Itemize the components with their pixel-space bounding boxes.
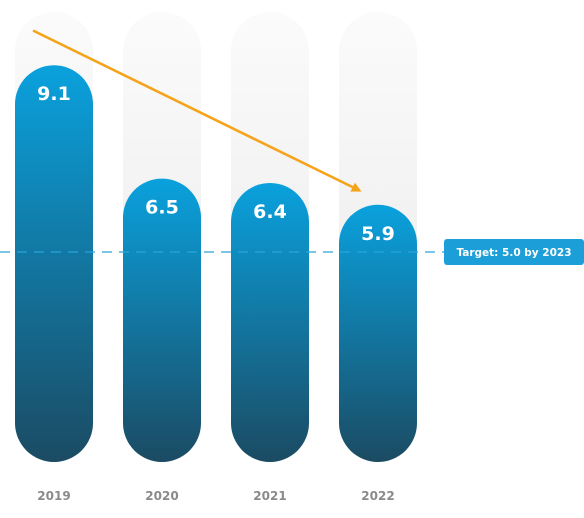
bar-2022 xyxy=(339,204,417,462)
value-labels: 9.1 6.5 6.4 5.9 xyxy=(37,83,395,245)
bar-2021 xyxy=(231,182,309,462)
bar-2020 xyxy=(123,178,201,462)
bar-2019 xyxy=(15,65,93,463)
bars xyxy=(15,65,417,463)
target-line-group: Target: 5.0 by 2023 xyxy=(0,239,584,265)
value-label-2019: 9.1 xyxy=(37,83,71,105)
value-label-2022: 5.9 xyxy=(361,223,395,245)
trend-arrow xyxy=(32,29,362,192)
x-axis-labels: 2019 2020 2021 2022 xyxy=(37,489,394,503)
trend-arrow-group xyxy=(32,29,362,192)
target-badge xyxy=(444,239,584,265)
x-tick-label-2020: 2020 xyxy=(145,489,178,503)
value-label-2020: 6.5 xyxy=(145,197,179,219)
value-label-2021: 6.4 xyxy=(253,201,287,223)
x-tick-label-2021: 2021 xyxy=(253,489,286,503)
target-label: Target: 5.0 by 2023 xyxy=(456,247,571,259)
x-tick-label-2019: 2019 xyxy=(37,489,70,503)
x-tick-label-2022: 2022 xyxy=(361,489,394,503)
